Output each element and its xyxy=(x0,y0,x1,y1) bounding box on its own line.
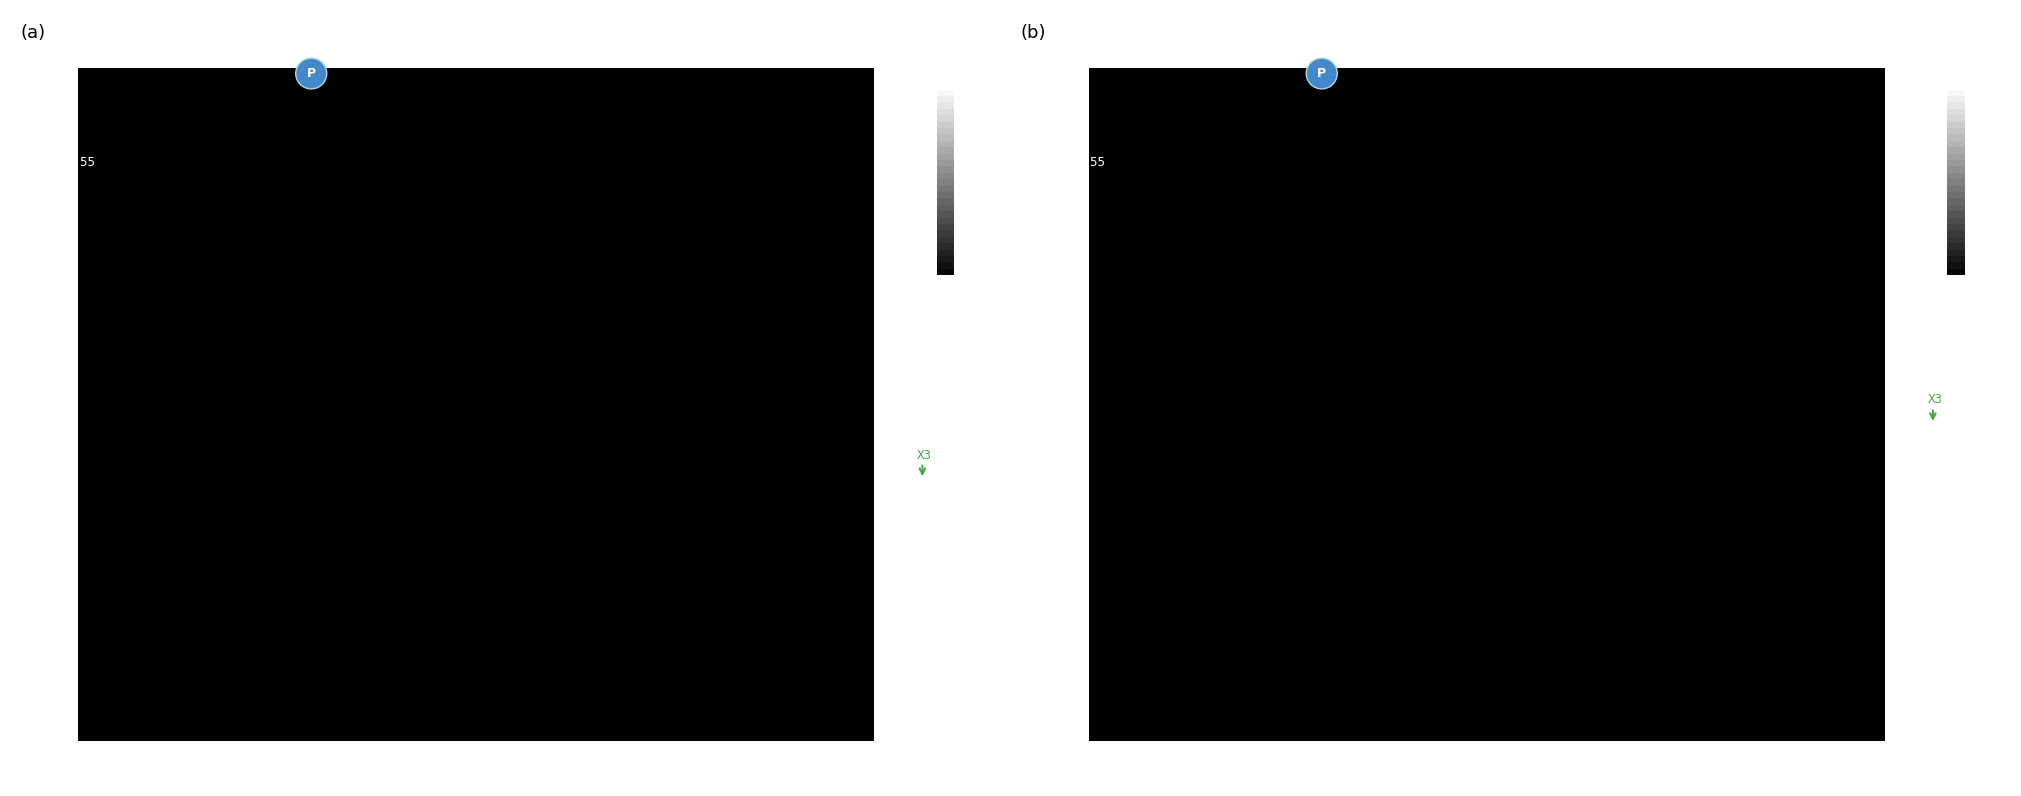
Text: X3: X3 xyxy=(918,449,932,462)
Bar xyxy=(1948,230,1964,236)
Bar xyxy=(938,269,954,275)
Text: Abd Gen: Abd Gen xyxy=(1045,45,1097,58)
Text: (b): (b) xyxy=(1021,24,1047,42)
Bar xyxy=(1948,205,1964,211)
Text: M3: M3 xyxy=(1958,68,1972,79)
Text: C5-1: C5-1 xyxy=(1045,62,1075,75)
Bar xyxy=(938,185,954,192)
Bar xyxy=(938,128,954,135)
Text: - 15: - 15 xyxy=(1916,664,1942,673)
Bar xyxy=(1948,236,1964,243)
Bar xyxy=(1948,166,1964,173)
Bar xyxy=(1948,83,1964,89)
Bar xyxy=(1948,154,1964,160)
Bar xyxy=(938,179,954,185)
Bar xyxy=(1948,115,1964,122)
Bar xyxy=(938,211,954,217)
Text: 59%: 59% xyxy=(34,139,57,152)
Bar xyxy=(938,217,954,224)
Text: Abd Gen: Abd Gen xyxy=(34,45,87,58)
Bar xyxy=(1948,128,1964,135)
Text: HGen: HGen xyxy=(34,190,65,204)
Bar xyxy=(938,256,954,263)
Bar xyxy=(938,198,954,205)
Text: - 5: - 5 xyxy=(911,347,932,357)
Bar xyxy=(938,154,954,160)
Bar xyxy=(938,103,954,109)
Bar xyxy=(1948,243,1964,249)
Text: RS: RS xyxy=(1045,96,1061,110)
Bar xyxy=(938,89,954,96)
Text: 2D: 2D xyxy=(34,122,51,135)
Bar xyxy=(1948,160,1964,166)
Bar xyxy=(938,141,954,147)
Text: P: P xyxy=(307,67,315,80)
Bar xyxy=(1948,109,1964,115)
Bar xyxy=(1948,185,1964,192)
Circle shape xyxy=(295,58,327,89)
Bar xyxy=(1948,173,1964,179)
Bar xyxy=(1948,89,1964,96)
Text: Dyn R 55: Dyn R 55 xyxy=(34,156,95,169)
Bar xyxy=(938,243,954,249)
Text: P Low: P Low xyxy=(1045,174,1083,186)
Bar xyxy=(1948,249,1964,256)
Bar xyxy=(938,173,954,179)
Text: (a): (a) xyxy=(20,24,44,42)
Bar xyxy=(938,224,954,230)
Bar xyxy=(1948,198,1964,205)
Text: - 10: - 10 xyxy=(905,568,932,578)
Bar xyxy=(1948,256,1964,263)
Bar xyxy=(938,96,954,103)
Text: P Low: P Low xyxy=(34,174,73,186)
Text: X3: X3 xyxy=(1928,393,1942,407)
Bar xyxy=(1948,269,1964,275)
Bar xyxy=(1948,141,1964,147)
Bar xyxy=(938,230,954,236)
Text: HGen: HGen xyxy=(1045,190,1075,204)
Text: TIS0.3   MI 1.3: TIS0.3 MI 1.3 xyxy=(1861,45,1987,59)
Bar xyxy=(1948,135,1964,141)
Bar xyxy=(938,205,954,211)
Circle shape xyxy=(1306,58,1338,89)
Text: C5-1: C5-1 xyxy=(34,62,65,75)
Bar xyxy=(938,135,954,141)
Bar xyxy=(1948,224,1964,230)
Bar xyxy=(938,192,954,198)
Bar xyxy=(1948,263,1964,269)
Bar xyxy=(938,166,954,173)
Bar xyxy=(938,249,954,256)
Text: Dyn R 55: Dyn R 55 xyxy=(1045,156,1105,169)
Bar xyxy=(1948,211,1964,217)
Bar xyxy=(938,115,954,122)
Text: P: P xyxy=(1318,67,1326,80)
Text: 35Hz: 35Hz xyxy=(34,80,65,92)
Bar xyxy=(1948,122,1964,128)
Text: 31Hz: 31Hz xyxy=(1045,80,1075,92)
Bar xyxy=(1948,96,1964,103)
Bar xyxy=(938,83,954,89)
Bar xyxy=(938,109,954,115)
Text: - 0: - 0 xyxy=(911,97,932,107)
Bar xyxy=(938,160,954,166)
Bar xyxy=(938,122,954,128)
Bar xyxy=(1948,217,1964,224)
Bar xyxy=(1948,147,1964,154)
Text: TIS0.3   MI 1.2: TIS0.3 MI 1.2 xyxy=(851,45,976,59)
Text: M3: M3 xyxy=(948,68,962,79)
Bar xyxy=(1948,103,1964,109)
Text: - 0: - 0 xyxy=(1922,97,1942,107)
Text: 61%: 61% xyxy=(1045,139,1067,152)
Text: 2D: 2D xyxy=(1045,122,1061,135)
Bar xyxy=(938,263,954,269)
Text: RS: RS xyxy=(34,96,51,110)
Bar xyxy=(1948,192,1964,198)
Text: - 5: - 5 xyxy=(1922,289,1942,299)
Bar xyxy=(938,147,954,154)
Bar xyxy=(1948,179,1964,185)
Text: - 10: - 10 xyxy=(1916,482,1942,491)
Bar xyxy=(938,236,954,243)
